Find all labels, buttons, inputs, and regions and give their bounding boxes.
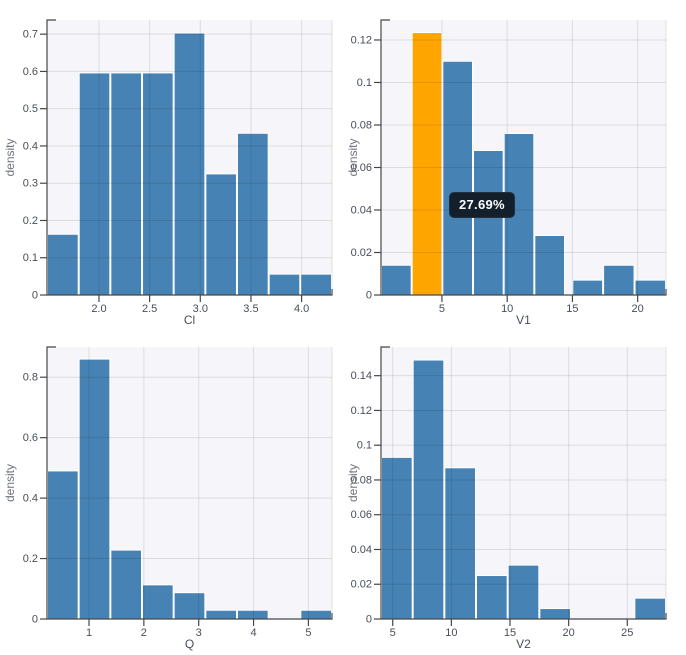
x-tick-label: 4 [251,627,257,639]
x-tick-label: 3.5 [243,303,258,315]
histogram-bar[interactable] [300,609,333,620]
x-tick-label: 10 [501,303,513,315]
histogram-bar[interactable] [442,60,473,296]
y-tick-label: 0.7 [23,29,38,41]
x-tick-label: 20 [632,303,644,315]
x-tick-label: 2.0 [91,303,106,315]
y-tick-label: 0.3 [23,178,38,190]
x-axis-title: Q [185,637,194,651]
y-tick-label: 0 [366,614,372,626]
histogram-svg-cl: 0 0.1 0.2 0.3 0.4 0.5 0.6 0.7 2.0 2.5 3.0 3.5 4.0 Cl d… [3,19,333,327]
histogram-bar[interactable] [381,264,412,296]
x-tick-label: 3.0 [193,303,208,315]
x-tick-label: 10 [445,627,457,639]
histogram-bar[interactable] [634,597,667,620]
y-tick-label: 0.02 [351,579,372,591]
histogram-bar[interactable] [142,72,174,296]
histogram-bar-highlighted[interactable] [411,32,443,296]
x-tick-label: 4.0 [294,303,309,315]
y-tick-label: 0.6 [23,66,38,78]
histogram-bar[interactable] [534,234,565,296]
y-tick-label: 0 [32,290,38,302]
y-tick-label: 0.04 [351,544,372,556]
chart-v1: 27.69% 0 0.02 0.04 0.06 0.08 0.1 0.12 5 10 15 20 V1… [343,0,686,327]
histogram-bar[interactable] [472,149,504,296]
y-tick-label: 0.12 [351,34,372,46]
x-tick-label: 2 [141,627,147,639]
y-tick-label: 0.06 [351,162,372,174]
y-tick-label: 0.14 [351,370,372,382]
y-tick-label: 0.2 [23,553,38,565]
x-axis-title: Cl [184,313,195,327]
histogram-bar[interactable] [78,72,111,296]
y-tick-label: 0.12 [351,405,372,417]
histogram-bar[interactable] [205,609,238,620]
histogram-bar[interactable] [539,608,571,620]
y-tick-label: 0.4 [23,493,38,505]
x-tick-label: 1 [86,627,92,639]
x-tick-label: 15 [566,303,578,315]
x-tick-label: 5 [439,303,445,315]
histogram-bar[interactable] [236,132,269,296]
x-tick-label: 20 [563,627,575,639]
y-tick-label: 0 [366,290,372,302]
y-tick-label: 0.06 [351,509,372,521]
y-tick-label: 0.5 [23,103,38,115]
histogram-bar[interactable] [142,584,174,620]
y-tick-label: 0.1 [357,440,372,452]
histogram-bar[interactable] [634,279,666,296]
histogram-bar[interactable] [205,173,237,296]
histogram-bar[interactable] [47,233,79,296]
y-axis-title: density [346,464,360,502]
x-tick-label: 15 [504,627,516,639]
histogram-bar[interactable] [268,273,301,296]
x-axis-title: V1 [516,313,531,327]
histogram-bar[interactable] [173,32,206,296]
y-tick-label: 0.4 [23,140,38,152]
y-tick-label: 0.2 [23,215,38,227]
histogram-svg-v1: 0 0.02 0.04 0.06 0.08 0.1 0.12 5 10 15 20 V1 density [346,19,667,327]
histogram-bar[interactable] [110,72,143,296]
y-tick-label: 0.8 [23,372,38,384]
histogram-bar[interactable] [381,456,413,620]
x-tick-label: 25 [621,627,633,639]
y-tick-label: 0 [32,614,38,626]
y-axis-title: density [3,464,17,502]
histogram-bar[interactable] [78,358,111,620]
histogram-bar[interactable] [507,564,540,620]
histogram-bar[interactable] [572,279,604,296]
y-tick-label: 0.04 [351,204,372,216]
y-axis-title: density [3,138,17,176]
histogram-bar[interactable] [237,609,269,620]
histogram-bar[interactable] [110,549,142,620]
x-tick-label: 5 [305,627,311,639]
chart-cl: 0 0.1 0.2 0.3 0.4 0.5 0.6 0.7 2.0 2.5 3.0 3.5 4.0 Cl d… [0,0,343,327]
y-tick-label: 0.08 [351,474,372,486]
x-tick-label: 3 [196,627,202,639]
x-tick-label: 5 [390,627,396,639]
y-axis-title: density [346,138,360,176]
histogram-bar[interactable] [412,359,445,620]
histogram-bar[interactable] [300,273,332,296]
x-axis-title: V2 [516,637,531,651]
y-tick-label: 0.1 [357,77,372,89]
histogram-bar[interactable] [47,470,79,620]
y-tick-label: 0.1 [23,252,38,264]
y-tick-label: 0.6 [23,432,38,444]
histogram-bar[interactable] [603,264,635,296]
histogram-bar[interactable] [476,575,508,620]
hover-tooltip: 27.69% [449,192,515,218]
histogram-svg-v2: 0 0.02 0.04 0.06 0.08 0.1 0.12 0.14 5 10 15 20 25 V2 d… [346,346,667,651]
chart-v2: 0 0.02 0.04 0.06 0.08 0.1 0.12 0.14 5 10 15 20 25 V2 d… [343,327,686,655]
histogram-bar[interactable] [444,467,477,620]
x-tick-label: 2.5 [142,303,157,315]
histogram-bar[interactable] [173,592,206,620]
y-tick-label: 0.02 [351,247,372,259]
y-tick-label: 0.08 [351,119,372,131]
